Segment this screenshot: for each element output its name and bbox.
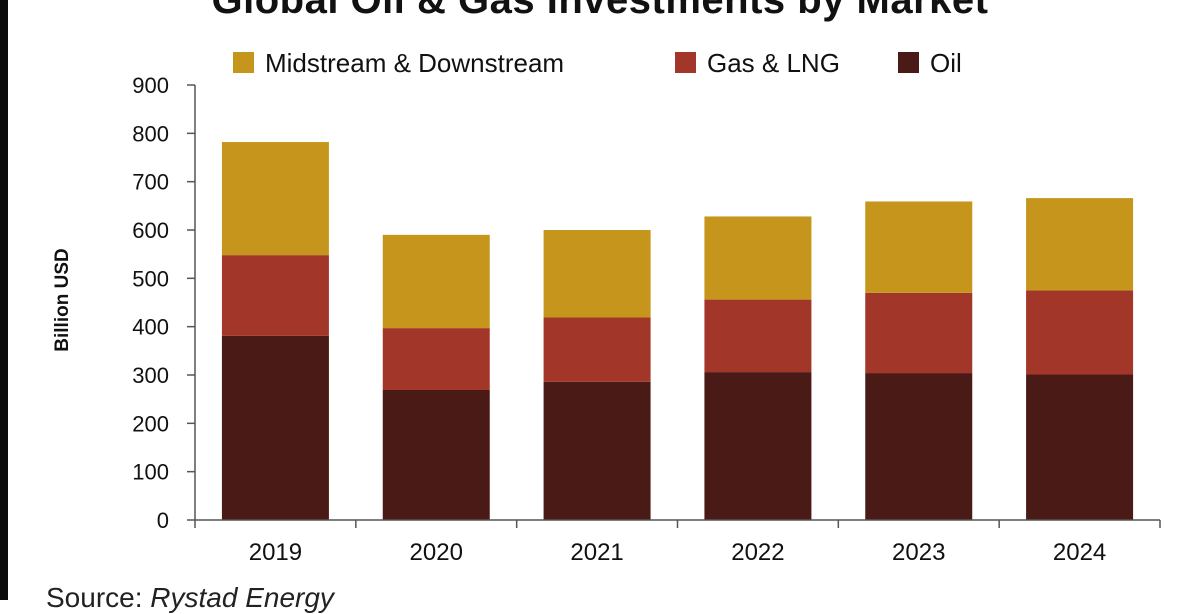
bar-oil-2020 <box>382 389 490 520</box>
bar-gas-and-lng-2022 <box>704 299 812 373</box>
y-tick-label: 100 <box>132 460 169 485</box>
bars <box>221 142 1134 520</box>
source-prefix: Source: <box>46 582 151 613</box>
stacked-bar-chart: Midstream & Downstream Gas & LNG Oil 0 100 2… <box>52 48 1161 566</box>
x-tick-label: 2021 <box>570 539 623 566</box>
y-tick-label: 0 <box>157 508 169 533</box>
bar-gas-and-lng-2019 <box>221 255 329 336</box>
y-tick-label: 400 <box>132 315 169 340</box>
legend-swatch-gas-and-lng <box>675 52 696 73</box>
legend-label-midstream-and-downstream: Midstream & Downstream <box>265 48 564 78</box>
bar-midstream-and-downstream-2019 <box>221 142 329 256</box>
bar-gas-and-lng-2020 <box>382 328 490 390</box>
y-tick-label: 500 <box>132 266 169 291</box>
y-tick-label: 900 <box>132 73 169 98</box>
bar-oil-2022 <box>704 372 812 520</box>
bar-midstream-and-downstream-2020 <box>382 234 490 329</box>
y-axis: 0 100 200 300 400 500 600 700 800 900 <box>132 73 196 533</box>
source-note: Source: Rystad Energy <box>46 582 334 614</box>
y-tick-label: 300 <box>132 363 169 388</box>
bar-midstream-and-downstream-2024 <box>1026 198 1134 291</box>
left-border <box>0 0 8 600</box>
bar-midstream-and-downstream-2021 <box>543 230 651 318</box>
bar-oil-2019 <box>221 335 329 520</box>
bar-oil-2024 <box>1026 374 1134 520</box>
legend-swatch-midstream-and-downstream <box>233 52 254 73</box>
legend-swatch-oil <box>898 52 919 73</box>
bar-oil-2021 <box>543 381 651 520</box>
bar-gas-and-lng-2021 <box>543 317 651 382</box>
source-name: Rystad Energy <box>150 582 334 613</box>
chart-legend: Midstream & Downstream Gas & LNG Oil <box>233 48 962 78</box>
x-tick-label: 2024 <box>1053 539 1106 566</box>
x-tick-label: 2022 <box>731 539 784 566</box>
y-axis-label: Billion USD <box>52 248 73 351</box>
bar-midstream-and-downstream-2022 <box>704 216 812 300</box>
bar-midstream-and-downstream-2023 <box>865 201 973 293</box>
x-tick-label: 2020 <box>410 539 463 566</box>
x-tick-label: 2023 <box>892 539 945 566</box>
y-tick-label: 700 <box>132 170 169 195</box>
legend-label-gas-and-lng: Gas & LNG <box>707 48 840 78</box>
chart-title: Global Oil & Gas Investments by Market <box>211 0 989 22</box>
x-tick-label: 2019 <box>249 539 302 566</box>
y-tick-label: 800 <box>132 121 169 146</box>
y-tick-label: 200 <box>132 411 169 436</box>
bar-gas-and-lng-2023 <box>865 292 973 374</box>
legend-label-oil: Oil <box>930 48 962 78</box>
y-tick-label: 600 <box>132 218 169 243</box>
bar-gas-and-lng-2024 <box>1026 290 1134 375</box>
x-axis: 2019 2020 2021 2022 2023 2024 <box>194 519 1161 566</box>
bar-oil-2023 <box>865 373 973 520</box>
